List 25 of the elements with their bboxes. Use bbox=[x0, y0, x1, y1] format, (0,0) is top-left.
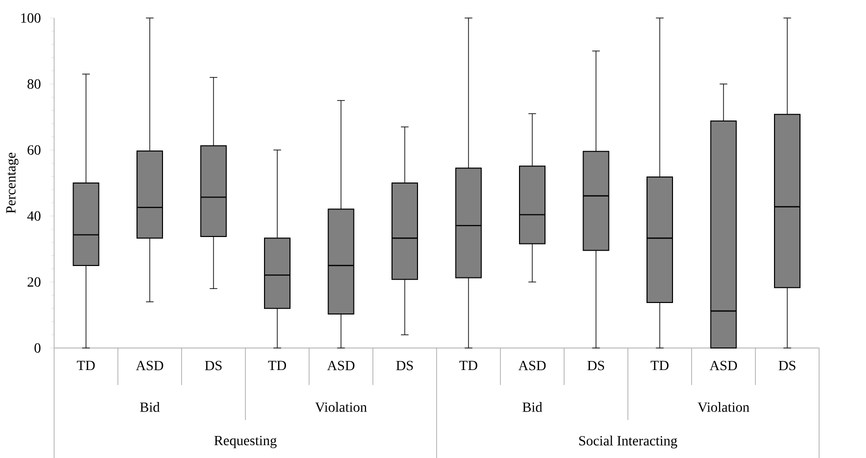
x-tick-label: ASD bbox=[710, 360, 737, 370]
text: Bid bbox=[522, 402, 542, 412]
text: Violation bbox=[698, 402, 750, 412]
text: Violation bbox=[315, 402, 367, 412]
x-tick-label: DS bbox=[396, 360, 413, 370]
text: Bid bbox=[140, 402, 160, 412]
x-tick-label: DS bbox=[204, 360, 222, 370]
x-tick-label: ASD bbox=[518, 360, 546, 370]
x-tick-label: DS bbox=[587, 360, 604, 370]
y-tick-label: 20 bbox=[28, 277, 40, 287]
x-tick-label: ASD bbox=[327, 360, 354, 370]
y-tick-label: 40 bbox=[27, 211, 40, 221]
x-tick-label: TD bbox=[650, 360, 669, 370]
text: Requesting bbox=[214, 436, 277, 448]
y-axis-title: Percentage bbox=[6, 152, 18, 214]
y-tick-label: 0 bbox=[34, 343, 40, 353]
y-tick-label: 60 bbox=[28, 145, 40, 155]
x-tick-label: TD bbox=[268, 360, 286, 370]
y-tick-label: 100 bbox=[21, 13, 40, 23]
text: Social Interacting bbox=[579, 435, 678, 448]
x-tick-label: ASD bbox=[136, 360, 164, 370]
y-tick-label: 80 bbox=[28, 79, 40, 89]
x-tick-label: TD bbox=[459, 360, 478, 370]
x-tick-label: DS bbox=[778, 360, 796, 370]
x-tick-label: TD bbox=[76, 360, 95, 370]
